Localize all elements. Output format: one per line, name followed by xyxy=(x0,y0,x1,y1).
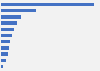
Bar xyxy=(1,15,21,19)
Bar xyxy=(1,3,94,6)
Bar xyxy=(1,34,12,37)
Bar xyxy=(1,59,6,62)
Bar xyxy=(1,9,36,12)
Bar xyxy=(1,65,3,68)
Bar xyxy=(1,52,8,56)
Bar xyxy=(1,46,9,50)
Bar xyxy=(1,28,14,31)
Bar xyxy=(1,40,10,43)
Bar xyxy=(1,21,17,25)
